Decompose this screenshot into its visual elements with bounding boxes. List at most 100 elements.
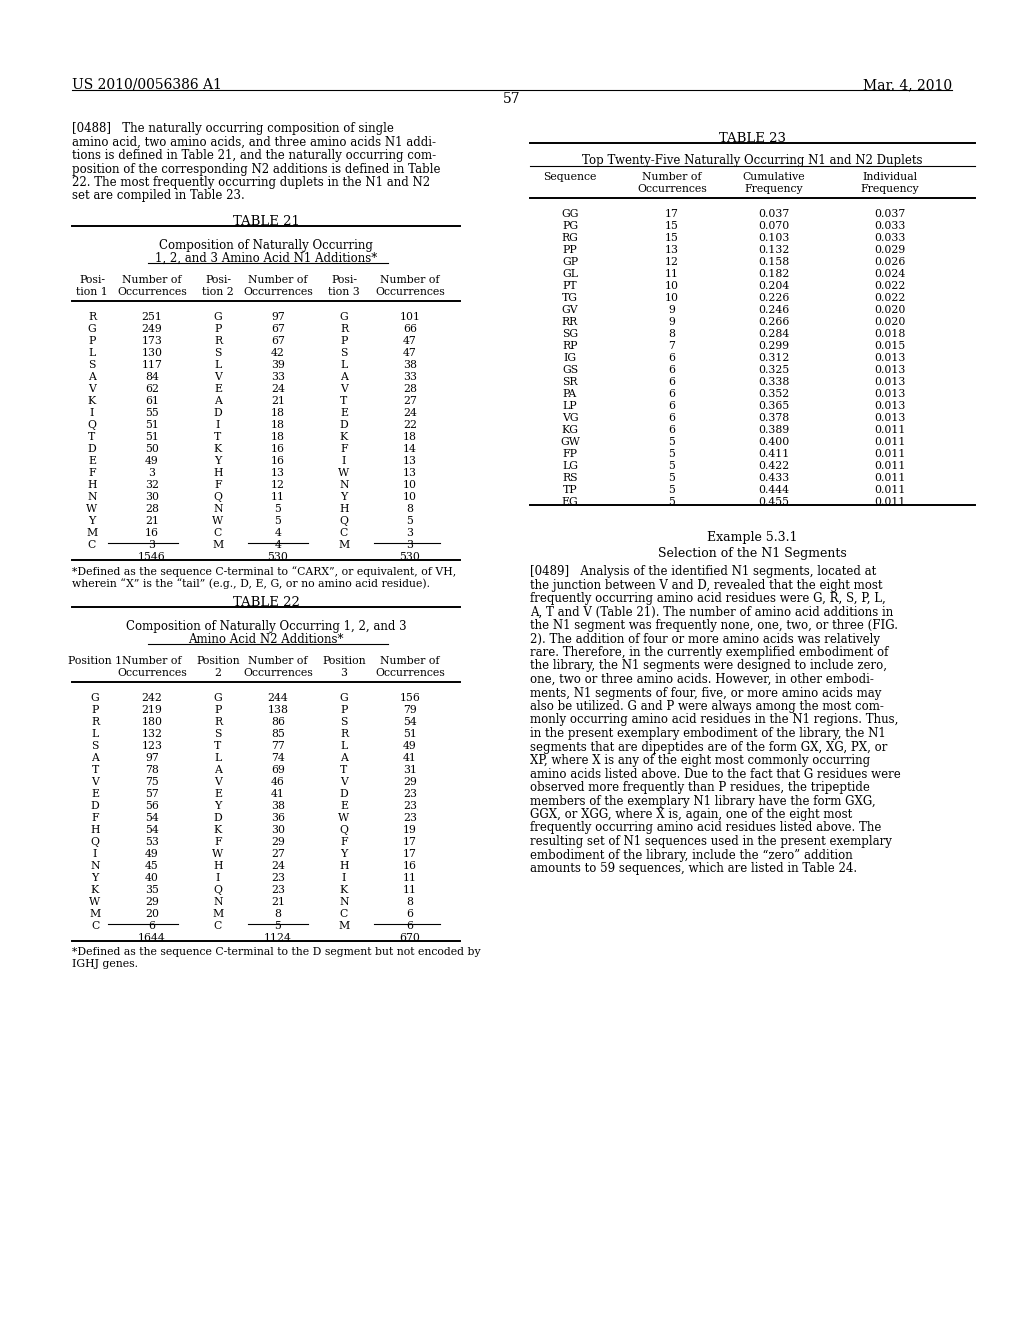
Text: 18: 18 — [271, 408, 285, 418]
Text: 0.022: 0.022 — [874, 293, 905, 304]
Text: 22: 22 — [403, 420, 417, 430]
Text: 67: 67 — [271, 323, 285, 334]
Text: in the present exemplary embodiment of the library, the N1: in the present exemplary embodiment of t… — [530, 727, 886, 741]
Text: A: A — [340, 372, 348, 381]
Text: 0.284: 0.284 — [759, 329, 790, 339]
Text: V: V — [88, 384, 96, 393]
Text: 16: 16 — [271, 444, 285, 454]
Text: 11: 11 — [403, 873, 417, 883]
Text: 42: 42 — [271, 348, 285, 358]
Text: 13: 13 — [403, 469, 417, 478]
Text: XP, where X is any of the eight most commonly occurring: XP, where X is any of the eight most com… — [530, 754, 870, 767]
Text: K: K — [214, 825, 222, 836]
Text: 47: 47 — [403, 348, 417, 358]
Text: W: W — [86, 504, 97, 513]
Text: the library, the N1 segments were designed to include zero,: the library, the N1 segments were design… — [530, 660, 887, 672]
Text: 5: 5 — [407, 516, 414, 525]
Text: 29: 29 — [403, 777, 417, 787]
Text: 19: 19 — [403, 825, 417, 836]
Text: 13: 13 — [665, 246, 679, 255]
Text: 36: 36 — [271, 813, 285, 822]
Text: observed more frequently than P residues, the tripeptide: observed more frequently than P residues… — [530, 781, 869, 795]
Text: 244: 244 — [267, 693, 289, 704]
Text: Position
2: Position 2 — [197, 656, 240, 678]
Text: [0489]   Analysis of the identified N1 segments, located at: [0489] Analysis of the identified N1 seg… — [530, 565, 877, 578]
Text: M: M — [338, 921, 349, 931]
Text: PG: PG — [562, 220, 579, 231]
Text: 21: 21 — [271, 396, 285, 407]
Text: 8: 8 — [669, 329, 676, 339]
Text: 0.132: 0.132 — [759, 246, 790, 255]
Text: 13: 13 — [403, 455, 417, 466]
Text: 0.011: 0.011 — [874, 484, 905, 495]
Text: T: T — [91, 766, 98, 775]
Text: H: H — [213, 469, 223, 478]
Text: Y: Y — [88, 516, 95, 525]
Text: N: N — [87, 492, 96, 502]
Text: 45: 45 — [145, 861, 159, 871]
Text: Composition of Naturally Occurring 1, 2, and 3: Composition of Naturally Occurring 1, 2,… — [126, 620, 407, 634]
Text: 6: 6 — [669, 389, 676, 399]
Text: 0.204: 0.204 — [759, 281, 790, 290]
Text: M: M — [212, 540, 223, 550]
Text: 0.325: 0.325 — [759, 366, 790, 375]
Text: 29: 29 — [145, 898, 159, 907]
Text: 85: 85 — [271, 729, 285, 739]
Text: Y: Y — [91, 873, 98, 883]
Text: KG: KG — [561, 425, 579, 436]
Text: 29: 29 — [271, 837, 285, 847]
Text: Selection of the N1 Segments: Selection of the N1 Segments — [658, 546, 847, 560]
Text: ments, N1 segments of four, five, or more amino acids may: ments, N1 segments of four, five, or mor… — [530, 686, 882, 700]
Text: 0.444: 0.444 — [759, 484, 790, 495]
Text: 130: 130 — [141, 348, 163, 358]
Text: 41: 41 — [403, 752, 417, 763]
Text: W: W — [212, 516, 223, 525]
Text: 0.011: 0.011 — [874, 449, 905, 459]
Text: 180: 180 — [141, 717, 163, 727]
Text: 16: 16 — [271, 455, 285, 466]
Text: Number of
Occurrences: Number of Occurrences — [243, 656, 313, 678]
Text: Mar. 4, 2010: Mar. 4, 2010 — [863, 78, 952, 92]
Text: 22. The most frequently occurring duplets in the N1 and N2: 22. The most frequently occurring duplet… — [72, 176, 430, 189]
Text: K: K — [214, 444, 222, 454]
Text: N: N — [213, 504, 223, 513]
Text: G: G — [340, 312, 348, 322]
Text: 7: 7 — [669, 341, 676, 351]
Text: IGHJ genes.: IGHJ genes. — [72, 960, 138, 969]
Text: D: D — [340, 420, 348, 430]
Text: 242: 242 — [141, 693, 163, 704]
Text: 28: 28 — [145, 504, 159, 513]
Text: 6: 6 — [407, 909, 414, 919]
Text: 8: 8 — [274, 909, 282, 919]
Text: Number of
Occurrences: Number of Occurrences — [375, 656, 444, 678]
Text: 0.103: 0.103 — [759, 234, 790, 243]
Text: 0.013: 0.013 — [874, 401, 905, 411]
Text: S: S — [340, 348, 348, 358]
Text: *Defined as the sequence C-terminal to “CARX”, or equivalent, of VH,: *Defined as the sequence C-terminal to “… — [72, 566, 457, 577]
Text: 0.033: 0.033 — [874, 220, 905, 231]
Text: TABLE 23: TABLE 23 — [719, 132, 786, 145]
Text: 0.020: 0.020 — [874, 317, 905, 327]
Text: V: V — [214, 372, 222, 381]
Text: L: L — [340, 741, 347, 751]
Text: P: P — [214, 323, 221, 334]
Text: A: A — [340, 752, 348, 763]
Text: 0.338: 0.338 — [759, 378, 790, 387]
Text: E: E — [214, 789, 222, 799]
Text: GGX, or XGG, where X is, again, one of the eight most: GGX, or XGG, where X is, again, one of t… — [530, 808, 852, 821]
Text: 11: 11 — [403, 884, 417, 895]
Text: 61: 61 — [145, 396, 159, 407]
Text: 39: 39 — [271, 360, 285, 370]
Text: 21: 21 — [271, 898, 285, 907]
Text: H: H — [339, 861, 349, 871]
Text: GG: GG — [561, 209, 579, 219]
Text: F: F — [88, 469, 96, 478]
Text: A: A — [214, 396, 222, 407]
Text: 0.013: 0.013 — [874, 366, 905, 375]
Text: PA: PA — [563, 389, 578, 399]
Text: V: V — [214, 777, 222, 787]
Text: 670: 670 — [399, 933, 421, 942]
Text: Y: Y — [340, 849, 347, 859]
Text: 5: 5 — [669, 473, 676, 483]
Text: 6: 6 — [669, 352, 676, 363]
